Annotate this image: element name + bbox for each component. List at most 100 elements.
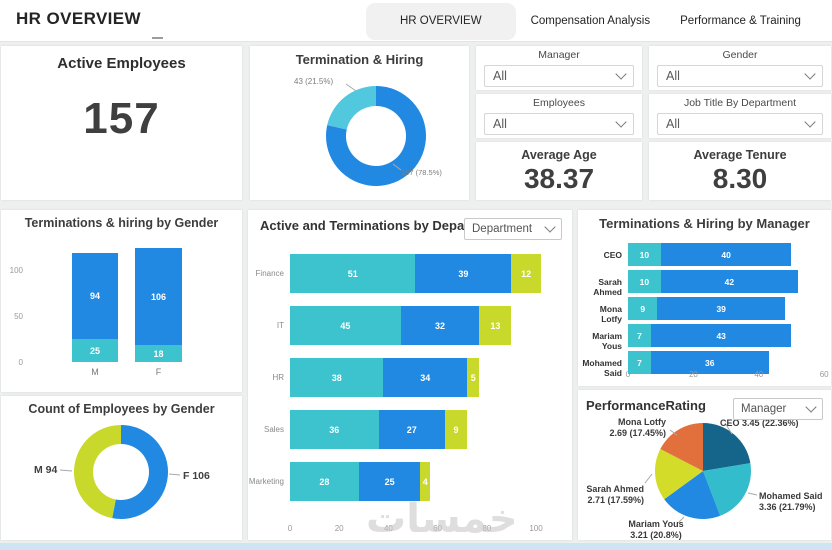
chart-title: Active and Terminations by Department xyxy=(260,218,505,233)
category-label: Marketing xyxy=(248,476,284,486)
pie-slice-CEO[interactable] xyxy=(703,423,751,471)
filter-job-title-by-department: Job Title By Department All xyxy=(649,94,831,138)
column-segment-hiring[interactable] xyxy=(72,252,118,339)
donut-label-female: F 106 xyxy=(183,470,210,482)
donut-slice-active[interactable] xyxy=(326,86,426,187)
axis-tick: 20 xyxy=(688,370,698,379)
bar-segment-terminations[interactable] xyxy=(383,358,468,397)
header: HR OVERVIEW HR OVERVIEW Compensation Ana… xyxy=(0,0,832,42)
pie-slice-Mohamed Said[interactable] xyxy=(703,463,751,516)
bar-value-label: 27 xyxy=(406,424,417,435)
bar-segment-terminations[interactable] xyxy=(628,324,651,347)
axis-tick: 0 xyxy=(18,358,23,367)
bar-value-label: 5 xyxy=(470,372,476,383)
bar-segment-active[interactable] xyxy=(290,306,401,345)
filter-value: All xyxy=(493,69,507,83)
bar-value-label: 10 xyxy=(639,276,650,287)
chevron-down-icon xyxy=(615,116,627,128)
bar-segment-terminations[interactable] xyxy=(628,270,661,293)
axis-tick: 100 xyxy=(529,524,543,533)
pie-label-mohamed: Mohamed Said 3.36 (21.79%) xyxy=(759,491,823,512)
filter-job-title-dropdown[interactable]: All xyxy=(657,113,823,135)
bar-value-label: 36 xyxy=(705,357,715,368)
kpi-value: 38.37 xyxy=(523,163,595,194)
bar-value-label: 7 xyxy=(637,357,642,368)
chevron-down-icon xyxy=(804,68,816,80)
bar-value-label: 10 xyxy=(639,249,650,260)
department-dropdown[interactable]: Department xyxy=(464,218,562,240)
bar-value-label: 39 xyxy=(716,303,726,314)
bar-segment-hiring[interactable] xyxy=(657,297,785,320)
category-label: IT xyxy=(276,320,284,330)
bar-segment-other[interactable] xyxy=(444,410,468,449)
category-label: Mona Lotfy xyxy=(599,303,622,324)
filter-label: Manager xyxy=(538,49,580,61)
chart-title: PerformanceRating xyxy=(586,398,706,413)
bar-segment-other[interactable] xyxy=(420,462,431,501)
bar-segment-terminations[interactable] xyxy=(628,351,651,374)
bar-segment-terminations[interactable] xyxy=(415,254,512,293)
filter-value: All xyxy=(493,117,507,131)
bar-segment-other[interactable] xyxy=(467,358,480,397)
bar-segment-active[interactable] xyxy=(290,462,359,501)
manager-dropdown[interactable]: Manager xyxy=(733,398,823,420)
bar-segment-other[interactable] xyxy=(511,254,541,293)
filter-value: All xyxy=(666,69,680,83)
bar-segment-terminations[interactable] xyxy=(358,462,421,501)
pie-slice-Sarah Ahmed[interactable] xyxy=(655,449,703,500)
tab-performance-training[interactable]: Performance & Training xyxy=(680,14,801,27)
callout-line xyxy=(724,422,733,435)
bar-value-label: 18 xyxy=(153,348,164,359)
bar-segment-terminations[interactable] xyxy=(400,306,480,345)
tab-bar: HR OVERVIEW Compensation Analysis Perfor… xyxy=(366,0,816,41)
chevron-down-icon xyxy=(805,401,817,413)
pie-label-mariam: Mariam Yous 3.21 (20.8%) xyxy=(628,519,684,540)
bar-value-label: 39 xyxy=(458,268,469,279)
column-segment-hiring[interactable] xyxy=(135,247,182,346)
pie-label-ceo: CEO 3.45 (22.36%) xyxy=(720,418,799,428)
bar-value-label: 45 xyxy=(340,320,351,331)
bar-value-label: 40 xyxy=(721,249,731,260)
bar-segment-other[interactable] xyxy=(479,306,512,345)
tab-compensation-analysis[interactable]: Compensation Analysis xyxy=(530,14,651,27)
bar-segment-active[interactable] xyxy=(290,358,384,397)
category-label: Sales xyxy=(263,424,284,434)
callout-line xyxy=(644,473,653,484)
bar-segment-terminations[interactable] xyxy=(628,297,658,320)
kpi-title: Average Tenure xyxy=(693,148,787,162)
bar-segment-terminations[interactable] xyxy=(378,410,445,449)
axis-tick: 40 xyxy=(383,524,393,533)
bar-segment-terminations[interactable] xyxy=(628,243,661,266)
axis-tick: 60 xyxy=(819,370,829,379)
bar-segment-active[interactable] xyxy=(290,254,416,293)
page-title: HR OVERVIEW xyxy=(16,9,141,28)
bar-segment-hiring[interactable] xyxy=(660,270,799,293)
bar-segment-hiring[interactable] xyxy=(660,243,792,266)
bar-value-label: 94 xyxy=(89,290,100,301)
filter-gender: Gender All xyxy=(649,46,831,90)
filter-manager-dropdown[interactable]: All xyxy=(484,65,634,87)
bar-segment-active[interactable] xyxy=(290,410,379,449)
bar-segment-hiring[interactable] xyxy=(650,351,769,374)
bar-value-label: 32 xyxy=(435,320,446,331)
filter-gender-dropdown[interactable]: All xyxy=(657,65,823,87)
donut-slice-terminated[interactable] xyxy=(327,86,376,130)
column-segment-terminations[interactable] xyxy=(135,345,182,362)
pie-slice-Mariam Yous[interactable] xyxy=(664,471,721,519)
donut-slice-F[interactable] xyxy=(112,425,169,519)
tab-hr-overview[interactable]: HR OVERVIEW xyxy=(366,2,516,40)
donut-slice-M[interactable] xyxy=(74,425,121,519)
column-segment-terminations[interactable] xyxy=(72,339,118,362)
bar-value-label: 25 xyxy=(89,345,100,356)
callout-line xyxy=(59,469,73,472)
bar-segment-hiring[interactable] xyxy=(650,324,792,347)
callout-line xyxy=(669,429,678,436)
pie-slice-Mona Lotfy[interactable] xyxy=(660,423,703,471)
category-label: HR xyxy=(272,372,284,382)
axis-tick: 0 xyxy=(287,524,293,533)
kpi-value: 157 xyxy=(83,94,160,143)
department-bar-plot: 51 39 12 Finance 45 32 13 IT 38 34 5 HR 36 27 9 Sales 28… xyxy=(248,210,572,540)
filter-employees-dropdown[interactable]: All xyxy=(484,113,634,135)
axis-tick: 0 xyxy=(625,370,631,379)
axis-tick: 80 xyxy=(482,524,492,533)
